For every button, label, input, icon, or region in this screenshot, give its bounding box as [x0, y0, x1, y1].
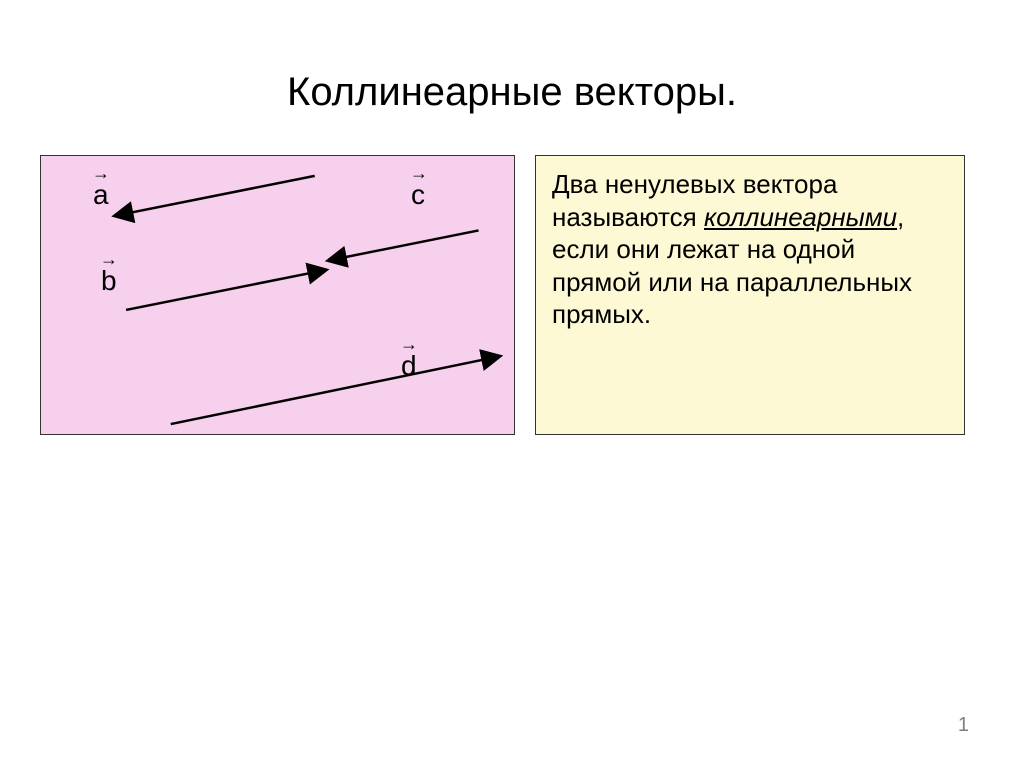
vector-a-label: → a [93, 170, 109, 211]
definition-keyword: коллинеарными [704, 202, 897, 232]
vector-d-label: → d [401, 341, 417, 382]
vector-letter: a [93, 179, 109, 210]
vector-overline-icon: → [410, 170, 426, 177]
vector-overline-icon: → [92, 170, 109, 177]
page-title: Коллинеарные векторы. [0, 0, 1024, 155]
page-number: 1 [958, 714, 969, 737]
vectors-diagram: → a → c → b → d [40, 155, 515, 435]
definition-box: Два ненулевых вектора называются коллине… [535, 155, 965, 435]
vector-b-label: → b [101, 256, 117, 297]
vector-a-line [116, 176, 315, 216]
vector-letter: d [401, 350, 417, 381]
vector-c-line [330, 230, 479, 260]
vector-c-label: → c [411, 170, 426, 211]
vector-overline-icon: → [100, 256, 117, 263]
vector-d-line [171, 357, 499, 425]
vector-letter: b [101, 265, 117, 296]
content-row: → a → c → b → d Два ненулевых вектора на… [0, 155, 1024, 435]
vector-b-line [126, 270, 325, 310]
vector-letter: c [411, 179, 425, 210]
vector-overline-icon: → [400, 341, 417, 348]
